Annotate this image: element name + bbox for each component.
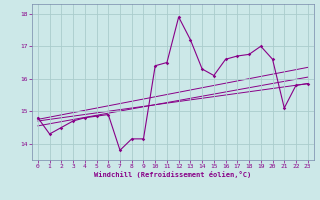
X-axis label: Windchill (Refroidissement éolien,°C): Windchill (Refroidissement éolien,°C) <box>94 171 252 178</box>
